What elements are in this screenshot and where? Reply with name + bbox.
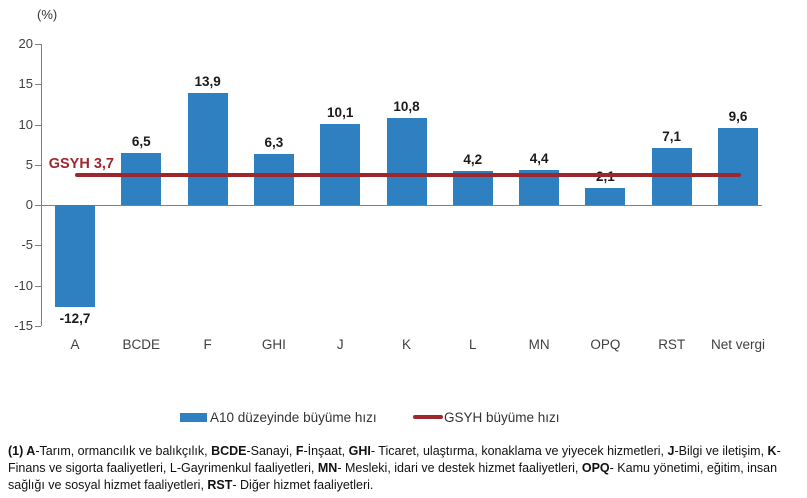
- category-label: GHI: [261, 337, 286, 352]
- bar-value-label: 13,9: [194, 74, 221, 90]
- bar-value-label: 7,1: [662, 128, 682, 144]
- y-tick-label: 0: [25, 197, 33, 212]
- legend-bar-swatch-icon: [180, 412, 207, 422]
- category-label: K: [401, 337, 411, 352]
- bar-K: [386, 118, 427, 206]
- y-axis-unit-label: (%): [37, 7, 58, 22]
- y-tick-mark: [35, 326, 41, 327]
- bar-OPQ: [585, 188, 626, 206]
- bar-F: [187, 93, 228, 206]
- gsyh-line-label: GSYH 3,7: [48, 156, 114, 172]
- category-label: BCDE: [122, 337, 161, 352]
- gsyh-reference-line: [75, 173, 741, 178]
- y-tick-mark: [35, 245, 41, 246]
- y-tick-label: -15: [14, 318, 33, 333]
- legend-item-gsyh: GSYH büyüme hızı: [413, 406, 560, 428]
- y-tick-mark: [35, 205, 41, 206]
- legend-item-a10-label: A10 düzeyinde büyüme hızı: [210, 409, 377, 425]
- bar-value-label: 10,1: [327, 104, 354, 120]
- category-label: Net vergi: [710, 337, 766, 352]
- bar-value-label: 6,5: [131, 133, 151, 149]
- category-label: L: [469, 337, 477, 352]
- bar-J: [320, 123, 361, 206]
- legend: A10 düzeyinde büyüme hızı GSYH büyüme hı…: [0, 406, 807, 428]
- bar-value-label: -12,7: [59, 311, 91, 327]
- category-label: A: [70, 337, 80, 352]
- y-tick-label: 10: [18, 117, 33, 132]
- category-label: F: [203, 337, 212, 352]
- category-label: MN: [528, 337, 550, 352]
- y-tick-label: 15: [18, 76, 33, 91]
- y-tick-label: 5: [25, 157, 33, 172]
- legend-item-gsyh-label: GSYH büyüme hızı: [444, 409, 560, 425]
- category-label: J: [336, 337, 344, 352]
- bar-value-label: 10,8: [393, 99, 420, 115]
- y-tick-label: 20: [18, 36, 33, 51]
- category-label: RST: [658, 337, 686, 352]
- x-axis-baseline: [41, 205, 762, 206]
- legend-line-swatch-icon: [413, 415, 443, 419]
- bar-value-label: 9,6: [728, 108, 748, 124]
- bar-GHI: [253, 154, 294, 206]
- bar-value-label: 4,4: [529, 150, 549, 166]
- y-tick-mark: [35, 44, 41, 45]
- bar-A: [55, 205, 95, 308]
- legend-item-a10: A10 düzeyinde büyüme hızı: [180, 406, 377, 428]
- y-axis-line: [41, 44, 42, 326]
- y-tick-mark: [35, 125, 41, 126]
- bar-Net-vergi: [718, 127, 758, 206]
- y-tick-mark: [35, 84, 41, 85]
- category-label: OPQ: [590, 337, 621, 352]
- y-tick-label: -5: [21, 237, 33, 252]
- bar-BCDE: [121, 152, 162, 206]
- bar-value-label: 4,2: [463, 152, 483, 168]
- y-tick-mark: [35, 165, 41, 166]
- bar-value-label: 6,3: [264, 135, 284, 151]
- footnote: (1) A-Tarım, ormancılık ve balıkçılık, B…: [8, 444, 781, 493]
- y-tick-label: -10: [14, 278, 33, 293]
- y-tick-mark: [35, 286, 41, 287]
